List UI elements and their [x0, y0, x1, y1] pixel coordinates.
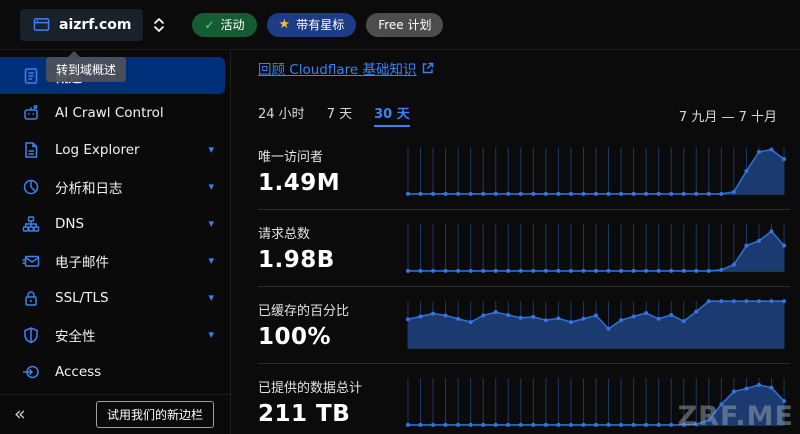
sidebar-item-label: 安全性 [55, 328, 96, 345]
active-status-badge: ✓ 活动 [192, 12, 257, 37]
status-badges: ✓ 活动 ★ 带有星标 Free 计划 [192, 12, 444, 37]
metric-label: 已缓存的百分比 [258, 304, 350, 319]
sidebar-item-access[interactable]: Access [0, 353, 230, 390]
metric-row-total-data-served: 已提供的数据总计 211 TB [258, 364, 790, 434]
sidebar-item-log-explorer[interactable]: Log Explorer ▾ [0, 131, 230, 168]
sidebar-item-label: 分析和日志 [55, 180, 123, 197]
time-range-tabs: 24 小时 7 天 30 天 7 九月 — 7 十月 [258, 103, 790, 127]
robot-icon [22, 104, 40, 122]
sidebar-footer: « 试用我们的新边栏 [0, 394, 230, 434]
sidebar-item-analytics-logs[interactable]: 分析和日志 ▾ [0, 168, 230, 205]
collapse-sidebar-icon[interactable]: « [14, 403, 26, 425]
chevron-down-icon[interactable]: ▾ [208, 254, 214, 267]
sidebar-item-security[interactable]: 安全性 ▾ [0, 316, 230, 353]
percent-cached-sparkline-chart[interactable] [405, 298, 787, 352]
tab-30-days[interactable]: 30 天 [374, 103, 410, 127]
overview-icon [22, 67, 40, 85]
starred-badge-label: 带有星标 [296, 18, 345, 32]
metric-label: 唯一访问者 [258, 150, 324, 165]
sidebar-item-label: Access [55, 363, 102, 380]
chevron-down-icon[interactable]: ▾ [208, 328, 214, 341]
try-new-sidebar-button[interactable]: 试用我们的新边栏 [95, 401, 214, 428]
metrics-list: 唯一访问者 1.49M 请求总数 1.98B 已缓存的百分比 100% [258, 133, 790, 434]
domain-switch-chevrons-icon[interactable] [152, 16, 166, 34]
plan-badge-label: Free 计划 [378, 18, 432, 32]
sidebar-item-ai-crawl-control[interactable]: AI Crawl Control [0, 94, 230, 131]
dns-tree-icon [22, 215, 40, 233]
shield-icon [22, 326, 40, 344]
main-content: 回顾 Cloudflare 基础知识 24 小时 7 天 30 天 7 九月 —… [231, 50, 800, 434]
date-range-label: 7 九月 — 7 十月 [678, 109, 777, 125]
metric-info: 请求总数 1.98B [258, 223, 405, 273]
plan-badge: Free 计划 [366, 12, 444, 37]
sidebar-item-dns[interactable]: DNS ▾ [0, 205, 230, 242]
metric-value: 1.98B [258, 247, 335, 273]
metric-row-total-requests: 请求总数 1.98B [258, 210, 790, 287]
access-icon [22, 363, 40, 381]
log-document-icon [22, 141, 40, 159]
sidebar-item-ssl-tls[interactable]: SSL/TLS ▾ [0, 279, 230, 316]
top-bar: aizrf.com ✓ 活动 ★ 带有星标 Free 计划 [0, 0, 800, 50]
metric-value: 1.49M [258, 170, 341, 196]
external-link-icon [423, 62, 434, 74]
sidebar-item-label: Log Explorer [55, 141, 140, 158]
tab-7-days[interactable]: 7 天 [326, 107, 353, 122]
browser-window-icon [32, 16, 50, 34]
metric-row-unique-visitors: 唯一访问者 1.49M [258, 133, 790, 210]
metric-label: 请求总数 [258, 227, 311, 242]
email-icon [22, 252, 40, 270]
metric-label: 已提供的数据总计 [258, 381, 363, 396]
sidebar-nav-list: 概述 AI Crawl Control [0, 50, 230, 390]
active-badge-label: 活动 [220, 18, 245, 32]
padlock-icon [22, 289, 40, 307]
total-data-served-sparkline-chart[interactable] [405, 375, 787, 429]
analytics-pie-icon [22, 178, 40, 196]
review-fundamentals-link[interactable]: 回顾 Cloudflare 基础知识 [258, 58, 434, 78]
total-requests-sparkline-chart[interactable] [405, 221, 787, 275]
chevron-down-icon[interactable]: ▾ [208, 143, 214, 156]
metric-value: 100% [258, 324, 332, 350]
tab-24-hours[interactable]: 24 小时 [258, 107, 305, 122]
metric-info: 已缓存的百分比 100% [258, 300, 405, 350]
unique-visitors-sparkline-chart[interactable] [405, 144, 787, 198]
star-icon: ★ [278, 17, 291, 32]
chevron-down-icon[interactable]: ▾ [208, 217, 214, 230]
domain-selector[interactable]: aizrf.com [20, 8, 144, 41]
sidebar-item-label: DNS [55, 215, 85, 232]
sidebar-item-label: SSL/TLS [55, 289, 109, 306]
check-icon: ✓ [204, 17, 215, 32]
metric-value: 211 TB [258, 401, 351, 427]
chevron-down-icon[interactable]: ▾ [208, 180, 214, 193]
sidebar-item-email[interactable]: 电子邮件 ▾ [0, 242, 230, 279]
domain-overview-tooltip: 转到域概述 [46, 51, 127, 82]
sidebar-item-label: 电子邮件 [55, 254, 109, 271]
metric-row-percent-cached: 已缓存的百分比 100% [258, 287, 790, 364]
review-link-label: 回顾 Cloudflare 基础知识 [258, 62, 417, 78]
metric-info: 已提供的数据总计 211 TB [258, 377, 405, 427]
domain-name: aizrf.com [59, 16, 132, 33]
metric-info: 唯一访问者 1.49M [258, 146, 405, 196]
starred-badge: ★ 带有星标 [266, 12, 357, 37]
chevron-down-icon[interactable]: ▾ [208, 291, 214, 304]
sidebar-nav: 概述 AI Crawl Control [0, 50, 231, 434]
sidebar-item-label: AI Crawl Control [55, 104, 164, 121]
